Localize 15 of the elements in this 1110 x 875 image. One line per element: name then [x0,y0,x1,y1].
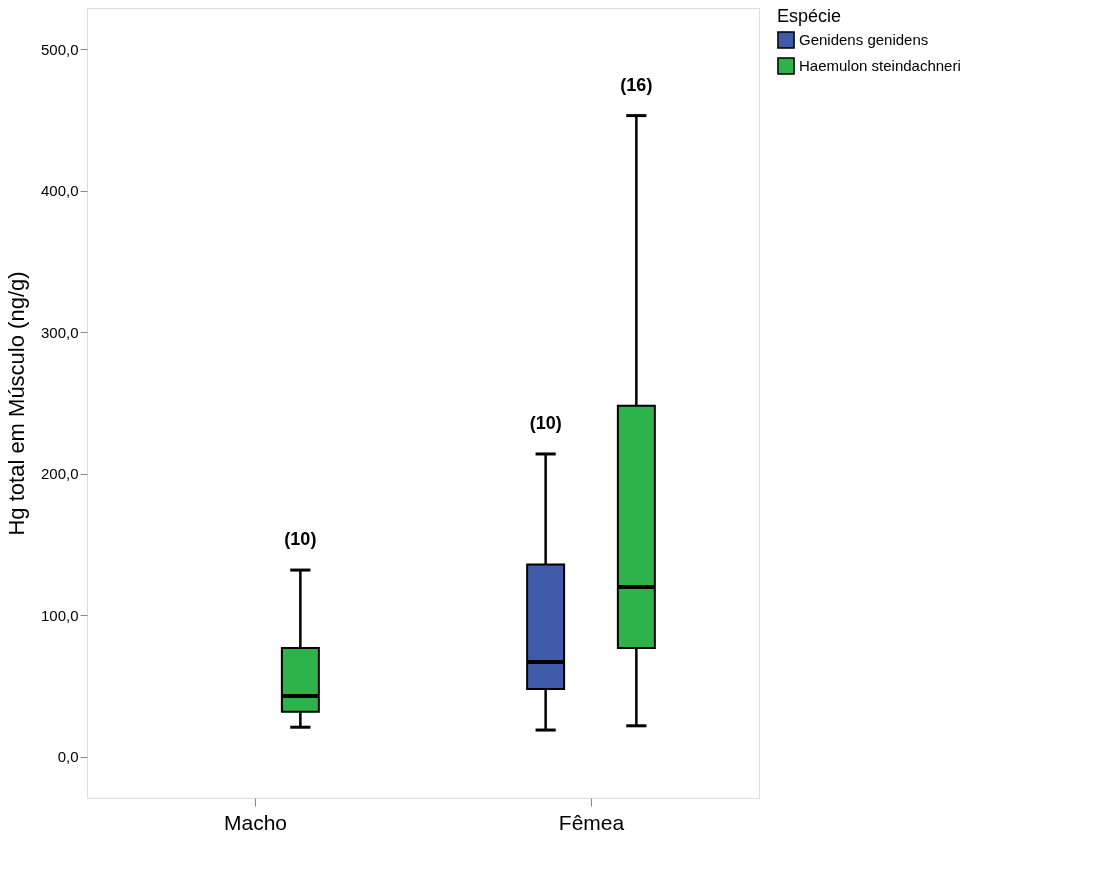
y-axis-title: Hg total em Músculo (ng/g) [3,271,29,536]
y-tick-label: 500,0 [40,40,79,58]
annotation: (10) [284,529,317,550]
y-tick-label: 0,0 [57,748,79,766]
legend-label: Genidens genidens [799,31,929,48]
x-tick-label: Macho [223,810,288,834]
x-tick-label: Fêmea [558,810,625,834]
y-tick-label: 100,0 [40,606,79,624]
y-tick-label: 200,0 [40,465,79,483]
y-tick-label: 300,0 [40,323,79,341]
legend-title: Espécie [777,6,842,26]
y-tick-label: 400,0 [40,182,79,200]
annotation: (16) [620,74,653,95]
annotation: (10) [529,412,562,433]
legend-label: Haemulon steindachneri [799,57,961,74]
